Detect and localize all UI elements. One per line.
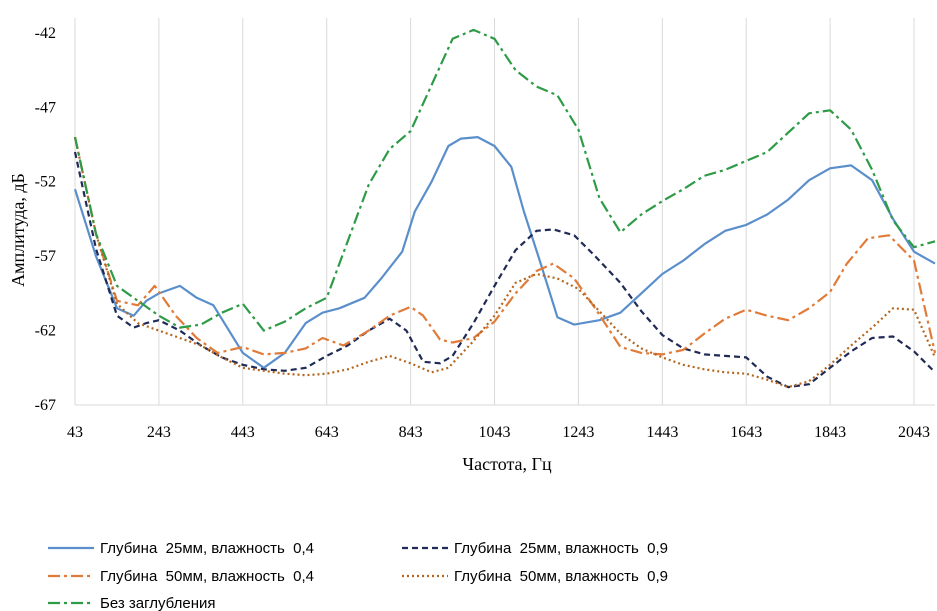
series-line-3 <box>73 136 937 356</box>
legend: Глубина 25мм, влажность 0,4 Глубина 25мм,… <box>48 540 668 611</box>
x-tick-label: 43 <box>67 424 83 441</box>
y-tick-label: -52 <box>35 174 56 191</box>
vertical-gridlines <box>74 18 915 405</box>
y-tick-label: -42 <box>35 25 56 42</box>
x-tick-label: 843 <box>399 424 423 441</box>
x-tick-label: 1643 <box>730 424 762 441</box>
legend-label: Глубина 50мм, влажность 0,4 <box>100 568 314 585</box>
x-tick-label: 1043 <box>479 424 511 441</box>
y-tick-labels: -42 -47 -52 -57 -62 -67 <box>35 25 56 414</box>
x-axis-label: Частота, Гц <box>462 454 552 474</box>
x-tick-label: 1243 <box>562 424 594 441</box>
x-tick-label: 1443 <box>646 424 678 441</box>
x-tick-label: 1843 <box>814 424 846 441</box>
y-axis-label: Амплитуда, дБ <box>8 173 28 287</box>
y-tick-label: -47 <box>35 99 56 116</box>
legend-label: Без заглубления <box>100 595 215 611</box>
x-tick-label: 643 <box>315 424 339 441</box>
x-tick-labels: 43 243 443 643 843 1043 1243 1443 1643 1843 2043 <box>67 424 930 441</box>
x-tick-label: 243 <box>147 424 171 441</box>
y-tick-label: -62 <box>35 323 56 340</box>
series-line-2 <box>73 151 936 389</box>
x-tick-label: 2043 <box>898 424 930 441</box>
series-line-4 <box>73 136 937 389</box>
series-line-1 <box>73 136 936 369</box>
y-tick-label: -67 <box>35 397 56 414</box>
legend-label: Глубина 25мм, влажность 0,4 <box>100 540 314 557</box>
series-line-5 <box>73 28 936 332</box>
series-lines <box>73 28 937 389</box>
y-tick-label: -57 <box>35 248 56 265</box>
x-tick-label: 443 <box>231 424 255 441</box>
legend-label: Глубина 25мм, влажность 0,9 <box>454 540 668 557</box>
legend-label: Глубина 50мм, влажность 0,9 <box>454 568 668 585</box>
